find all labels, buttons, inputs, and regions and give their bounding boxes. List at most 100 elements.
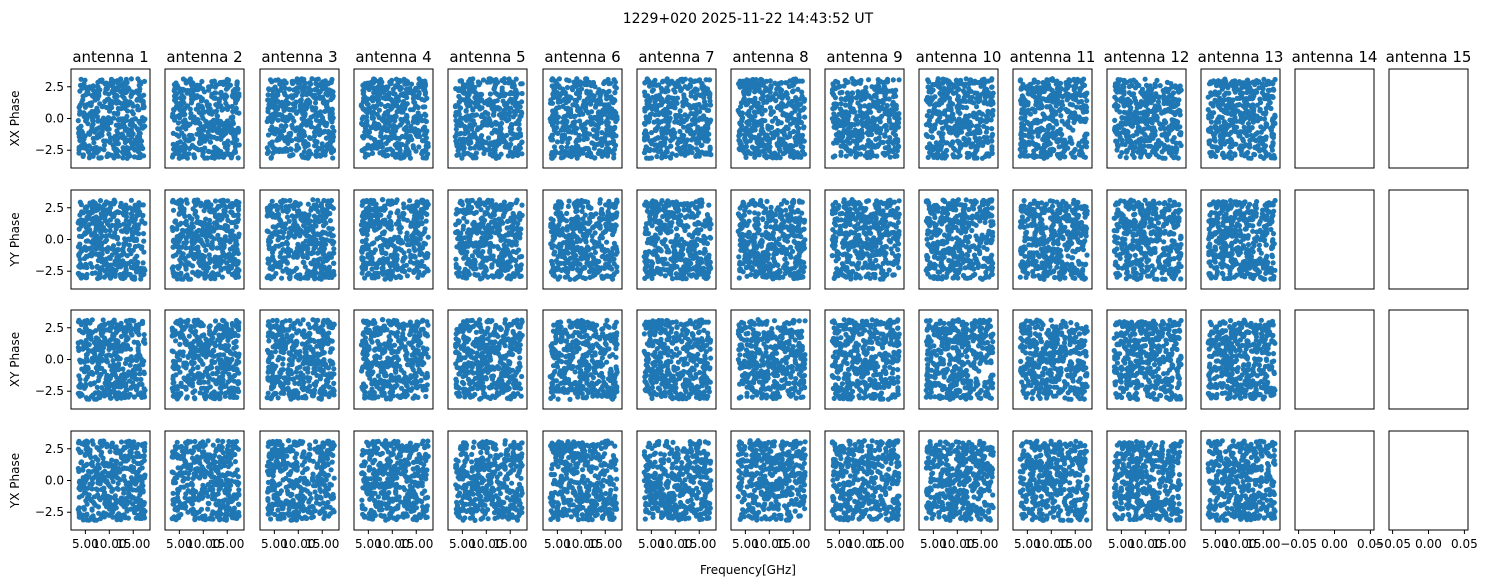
data-point (129, 89, 134, 94)
data-point (893, 133, 898, 138)
data-point (367, 81, 372, 86)
data-point (771, 109, 776, 114)
data-point (404, 132, 409, 137)
data-point (97, 155, 102, 160)
data-point (933, 82, 938, 87)
data-point (952, 147, 957, 152)
data-point (700, 81, 705, 86)
data-point (570, 102, 575, 107)
data-point (1025, 102, 1030, 107)
data-point (81, 154, 86, 159)
data-point (940, 77, 945, 82)
data-point (846, 136, 851, 141)
data-point (767, 140, 772, 145)
data-point (270, 92, 275, 97)
data-point (707, 77, 712, 82)
data-point (953, 90, 958, 95)
data-point (228, 121, 233, 126)
data-point (230, 140, 235, 145)
data-point (989, 126, 994, 131)
data-point (89, 109, 94, 114)
data-point (929, 114, 934, 119)
panel-title: antenna 15 (1386, 48, 1472, 66)
data-point (1082, 117, 1087, 122)
data-point (608, 132, 613, 137)
data-point (1070, 102, 1075, 107)
data-point (225, 79, 230, 84)
data-point (1055, 129, 1060, 134)
data-point (784, 103, 789, 108)
data-point (362, 94, 367, 99)
data-point (366, 102, 371, 107)
data-point (1062, 141, 1067, 146)
data-point (419, 151, 424, 156)
data-point (1065, 109, 1070, 114)
data-point (925, 134, 930, 139)
data-point (559, 145, 564, 150)
data-point (768, 105, 773, 110)
data-point (860, 144, 865, 149)
row-label: XY Phase (8, 332, 22, 387)
data-point (293, 86, 298, 91)
data-point (864, 120, 869, 125)
data-point (135, 155, 140, 160)
data-point (225, 84, 230, 89)
data-point (492, 150, 497, 155)
data-point (972, 80, 977, 85)
data-point (390, 152, 395, 157)
data-point (484, 140, 489, 145)
data-point (660, 129, 665, 134)
data-point (859, 128, 864, 133)
data-point (141, 105, 146, 110)
data-point (745, 120, 750, 125)
data-point (796, 120, 801, 125)
data-point (509, 131, 514, 136)
data-point (663, 154, 668, 159)
data-point (134, 98, 139, 103)
data-point (266, 106, 271, 111)
data-point (266, 87, 271, 92)
data-point (1065, 97, 1070, 102)
data-point (695, 87, 700, 92)
data-point (265, 151, 270, 156)
data-point (885, 139, 890, 144)
data-point (1033, 142, 1038, 147)
data-point (219, 107, 224, 112)
data-point (142, 79, 147, 84)
data-point (964, 76, 969, 81)
data-point (786, 113, 791, 118)
data-point (838, 90, 843, 95)
data-point (422, 112, 427, 117)
data-point (191, 96, 196, 101)
data-point (461, 146, 466, 151)
y-tick-label: 2.5 (45, 80, 64, 94)
data-point (281, 116, 286, 121)
data-point (1075, 79, 1080, 84)
data-point (1173, 97, 1178, 102)
data-point (1113, 81, 1118, 86)
data-point (935, 119, 940, 124)
data-point (790, 83, 795, 88)
data-point (517, 132, 522, 137)
data-point (1165, 137, 1170, 142)
data-point (934, 111, 939, 116)
data-point (1156, 99, 1161, 104)
data-point (601, 108, 606, 113)
data-point (83, 105, 88, 110)
data-point (191, 92, 196, 97)
data-point (873, 137, 878, 142)
data-point (319, 84, 324, 89)
data-point (881, 140, 886, 145)
data-point (468, 117, 473, 122)
data-point (124, 118, 129, 123)
data-point (977, 128, 982, 133)
data-point (282, 78, 287, 83)
data-point (137, 89, 142, 94)
data-point (1179, 143, 1184, 148)
data-point (1070, 128, 1075, 133)
data-point (105, 97, 110, 102)
data-point (196, 127, 201, 132)
data-point (316, 147, 321, 152)
data-point (131, 111, 136, 116)
data-point (516, 119, 521, 124)
